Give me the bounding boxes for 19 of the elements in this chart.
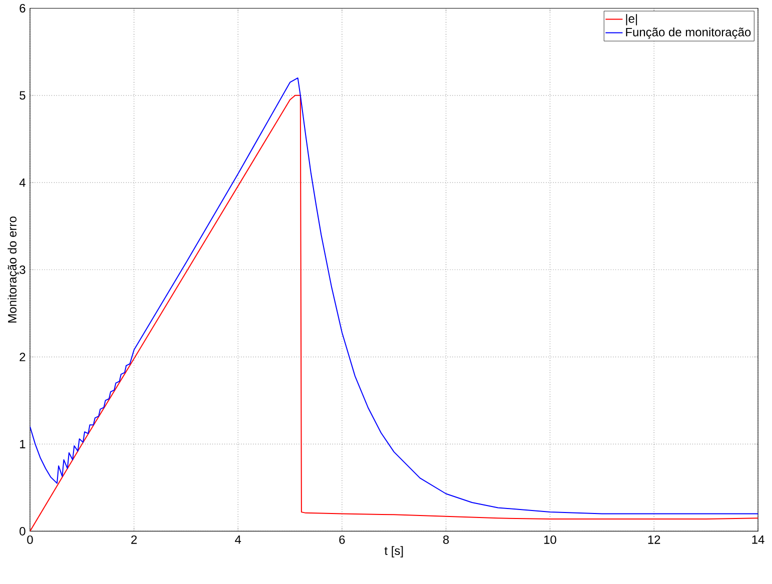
- x-tick-label: 6: [339, 535, 345, 544]
- y-axis-title: Monitoração do erro: [8, 216, 19, 322]
- y-tick-label: 4: [19, 178, 26, 187]
- x-tick-label: 12: [648, 535, 660, 544]
- x-tick-label: 2: [131, 535, 137, 544]
- x-tick-label: 0: [27, 535, 33, 544]
- y-tick-label: 2: [20, 352, 26, 361]
- x-tick-label: 14: [752, 535, 764, 544]
- y-tick-label: 6: [20, 4, 26, 12]
- legend-label: |e|: [626, 14, 637, 26]
- x-tick-label: 4: [234, 535, 241, 544]
- y-tick-label: 5: [20, 91, 26, 100]
- y-tick-label: 1: [20, 440, 26, 448]
- x-tick-label: 8: [443, 535, 449, 544]
- x-axis-title: t [s]: [384, 546, 403, 558]
- legend-label: Função de monitoração: [626, 27, 751, 39]
- y-tick-label: 0: [20, 526, 26, 536]
- x-tick-label: 10: [544, 535, 556, 544]
- y-tick-label: 3: [20, 265, 26, 274]
